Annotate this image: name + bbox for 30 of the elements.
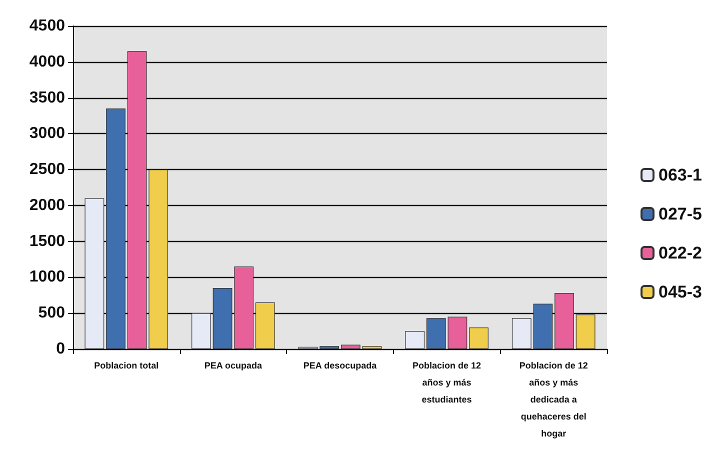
bar	[84, 198, 104, 349]
legend-label: 063-1	[658, 166, 702, 184]
bar	[405, 331, 425, 349]
legend-label: 027-5	[658, 204, 702, 224]
bar	[192, 313, 211, 349]
legend-label: 022-2	[658, 244, 702, 262]
y-tick-label: 4000	[29, 53, 66, 70]
x-tick-label: Poblacion de 12 años y más estudiantes	[412, 360, 482, 404]
legend-label: 045-3	[658, 282, 702, 302]
bar	[362, 346, 382, 349]
y-tick-label: 4500	[29, 18, 66, 34]
y-tick-label: 0	[56, 340, 66, 358]
bar	[255, 302, 275, 349]
y-tick-label: 3000	[29, 125, 66, 142]
y-tick-label: 500	[38, 304, 66, 322]
x-tick-label: Poblacion total	[94, 360, 159, 370]
bar	[554, 293, 574, 349]
y-tick-label: 1000	[29, 268, 66, 286]
y-tick-label: 3500	[29, 89, 66, 106]
x-tick-label: Poblacion de 12 años y más dedicada a quehaceres del hogar	[519, 360, 588, 438]
bar	[340, 344, 360, 349]
y-tick-label: 2000	[29, 196, 66, 214]
y-tick-label: 1500	[29, 232, 66, 250]
y-tick-label: 2500	[29, 161, 66, 178]
bar	[469, 327, 488, 349]
bar	[576, 314, 596, 349]
x-tick-label: PEA ocupada	[204, 360, 264, 370]
x-tick-label: PEA desocupada	[303, 360, 378, 370]
bar	[320, 346, 340, 349]
bar	[106, 108, 126, 349]
